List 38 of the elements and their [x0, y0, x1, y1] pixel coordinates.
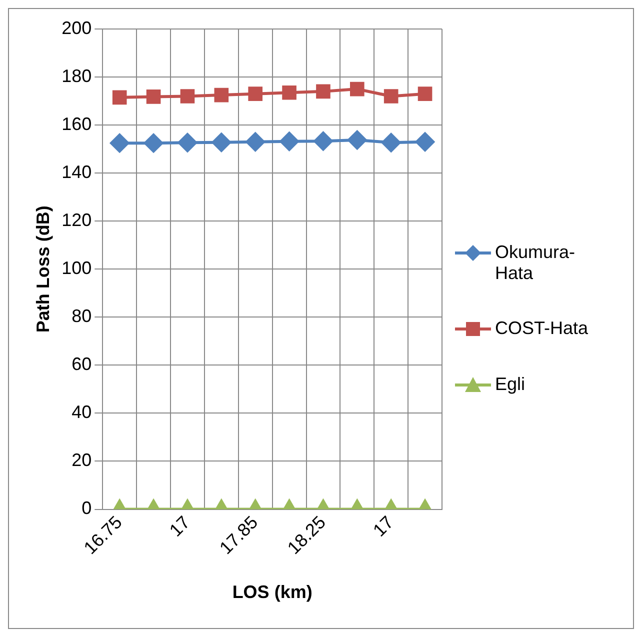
point [418, 86, 432, 101]
point [110, 134, 130, 153]
legend-label: COST-Hata [495, 318, 590, 338]
point [248, 86, 263, 101]
point [180, 89, 195, 104]
point [214, 88, 229, 102]
y-tick-label: 200 [62, 18, 92, 38]
point [382, 133, 401, 152]
y-tick-label: 80 [72, 306, 92, 326]
y-tick-label: 0 [82, 498, 92, 518]
y-tick-label: 140 [62, 162, 92, 182]
point [212, 132, 231, 152]
y-tick-label: 180 [62, 66, 92, 86]
y-tick-label: 160 [62, 114, 92, 134]
legend-label: Okumura-Hata [495, 242, 576, 284]
x-tick-label: 17 [369, 512, 398, 540]
point [112, 90, 127, 105]
point [144, 134, 164, 153]
y-axis-title: Path Loss (dB) [32, 206, 53, 333]
y-tick-label: 20 [72, 450, 92, 470]
y-tick-label: 60 [72, 354, 92, 374]
point [316, 84, 330, 99]
point [246, 132, 265, 152]
y-tick-label: 40 [72, 402, 92, 422]
legend-label: Egli [495, 374, 526, 394]
point [314, 132, 333, 151]
y-tick-label: 100 [62, 258, 92, 278]
y-tick-label: 120 [62, 210, 92, 230]
point [384, 89, 398, 104]
x-tick-label: 17 [166, 512, 194, 540]
point [350, 82, 364, 96]
x-axis-title: LOS (km) [232, 582, 312, 602]
point [348, 130, 367, 150]
point [178, 133, 197, 152]
point [280, 132, 299, 151]
point [146, 90, 161, 104]
point [416, 132, 435, 152]
point [282, 85, 296, 100]
